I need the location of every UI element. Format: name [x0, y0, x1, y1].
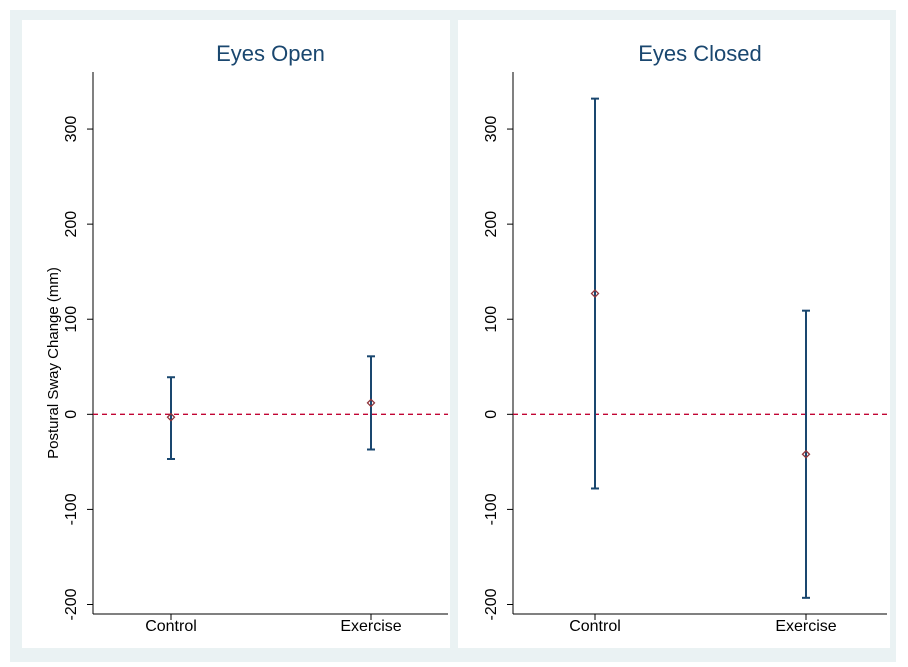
panel-title: Eyes Open: [216, 41, 325, 66]
panel-background: [458, 20, 890, 648]
y-tick-label: 0: [483, 410, 500, 419]
y-tick-label: 300: [483, 116, 500, 143]
y-tick-label: 300: [63, 116, 80, 143]
y-tick-label: -100: [63, 493, 80, 525]
point-estimate-marker: [590, 289, 600, 298]
y-tick-label: 100: [483, 306, 500, 333]
point-estimate-marker: [366, 398, 376, 408]
panel-background: [22, 20, 450, 648]
point-estimate-marker: [166, 412, 176, 422]
x-tick-label: Control: [569, 618, 621, 635]
x-tick-label: Exercise: [340, 618, 401, 635]
panel-title: Eyes Closed: [638, 41, 762, 66]
chart-panel-1: Eyes Closed -200 -100 0 100 200 300 Control Exer…: [458, 20, 890, 648]
y-tick-label: 100: [63, 306, 80, 333]
y-axis-title: Postural Sway Change (mm): [45, 267, 62, 459]
x-tick-label: Control: [145, 618, 197, 635]
chart-panels: Eyes Open -200 -100 0 100 200 300 Postural Sway…: [22, 20, 890, 648]
y-tick-label: 200: [483, 211, 500, 238]
point-estimate-marker: [801, 449, 811, 459]
y-tick-label: -200: [483, 588, 500, 620]
y-tick-label: 200: [63, 211, 80, 238]
y-tick-label: -200: [63, 588, 80, 620]
y-tick-label: -100: [483, 493, 500, 525]
chart-panel-0: Eyes Open -200 -100 0 100 200 300 Postural Sway…: [22, 20, 450, 648]
x-tick-label: Exercise: [775, 618, 836, 635]
y-tick-label: 0: [63, 410, 80, 419]
